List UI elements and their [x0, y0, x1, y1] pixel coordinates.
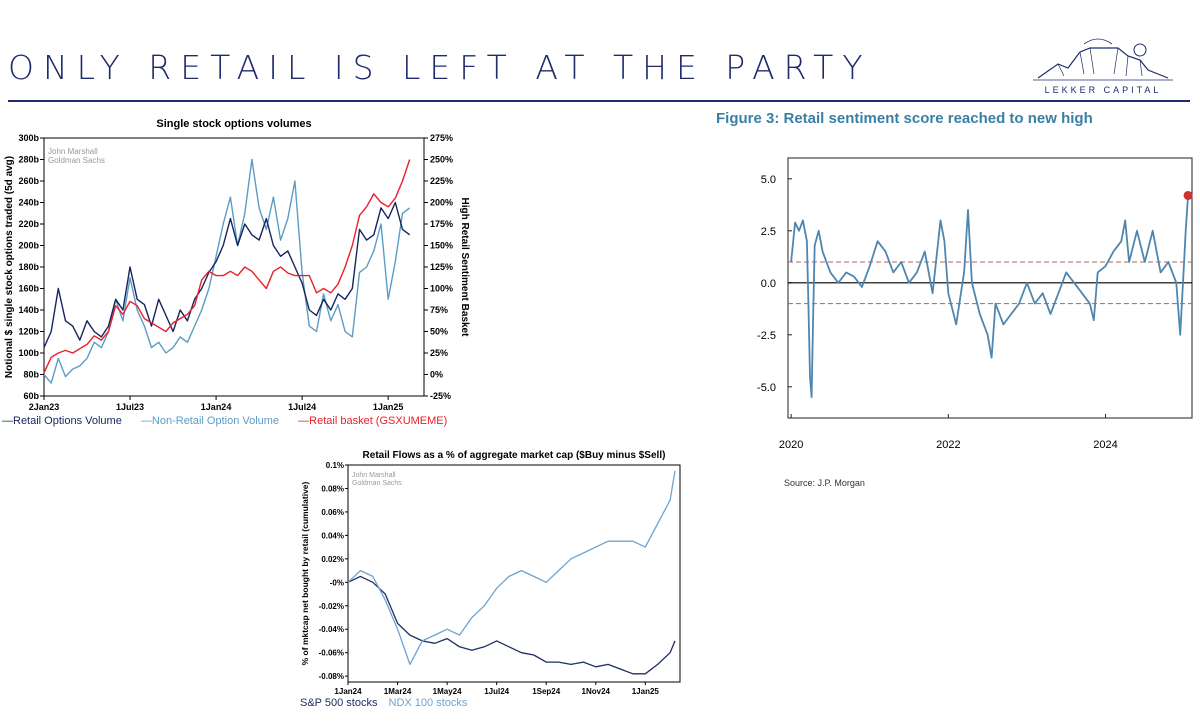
watermark-line: John Marshall [352, 472, 396, 479]
y2-tick-label: 50% [430, 327, 448, 337]
y-tick-label: 180b [18, 262, 39, 272]
x-tick-label: 2022 [936, 439, 960, 451]
x-tick-label: 1Jan24 [334, 687, 362, 696]
y-tick-label: -2.5 [757, 330, 776, 342]
sentiment-chart-title: Figure 3: Retail sentiment score reached… [716, 110, 1093, 127]
x-tick-label: 1Jul24 [288, 402, 316, 412]
x-tick-label: 1Jan25 [632, 687, 660, 696]
y2-tick-label: 125% [430, 262, 453, 272]
y-tick-label: 220b [18, 219, 39, 229]
y-tick-label: 0.08% [321, 484, 344, 493]
y-tick-label: 260b [18, 176, 39, 186]
x-tick-label: 1Jul24 [484, 687, 509, 696]
y2-tick-label: 250% [430, 155, 453, 165]
y-tick-label: 60b [23, 391, 39, 401]
chart-background [0, 110, 470, 430]
x-tick-label: 2Jan23 [29, 402, 60, 412]
y-tick-label: -0.06% [319, 649, 344, 658]
x-tick-label: 1Mar24 [384, 687, 412, 696]
legend-non-retail-options: —Non-Retail Option Volume [140, 415, 280, 427]
y2-tick-label: -25% [430, 391, 451, 401]
y2-tick-label: 100% [430, 284, 453, 294]
y-tick-label: 0.06% [321, 508, 344, 517]
y2-tick-label: 75% [430, 305, 448, 315]
retail-flows-plot: Retail Flows as a % of aggregate market … [290, 445, 690, 720]
x-tick-label: 2020 [779, 439, 803, 451]
chart-title: Retail Flows as a % of aggregate market … [363, 450, 666, 461]
retail-sentiment-chart: 5.0 2.5 0.0 -2.5 -5.0 2020 2022 2024 [730, 150, 1200, 470]
slide-title: ONLY RETAIL IS LEFT AT THE PARTY [8, 48, 872, 87]
sentiment-source: Source: J.P. Morgan [784, 478, 865, 488]
watermark-line: John Marshall [48, 147, 98, 156]
y2-tick-label: 25% [430, 348, 448, 358]
y-tick-label: -0.02% [319, 602, 344, 611]
legend-retail-basket: —Retail basket (GSXUMEME) [298, 415, 448, 427]
y-tick-label: 5.0 [761, 174, 776, 186]
retail-sentiment-plot: 5.0 2.5 0.0 -2.5 -5.0 2020 2022 2024 [730, 150, 1200, 470]
x-tick-label: 2024 [1093, 439, 1117, 451]
y-tick-label: 0.0 [761, 278, 776, 290]
x-tick-label: 1May24 [433, 687, 462, 696]
options-volume-plot: Single stock options volumes John Marshal… [0, 110, 470, 430]
y-tick-label: -5.0 [757, 382, 776, 394]
legend-ndx100: NDX 100 stocks [388, 697, 468, 709]
series-retail-options-volume [43, 201, 411, 348]
x-tick-label: 1Jan24 [201, 402, 232, 412]
lekker-capital-logo: LEKKER CAPITAL [1028, 30, 1178, 100]
x-tick-label: 1Nov24 [582, 687, 611, 696]
watermark-line: Goldman Sachs [352, 480, 402, 487]
y2-axis-label: High Retail Sentiment Basket [459, 198, 470, 338]
retail-flows-chart: Retail Flows as a % of aggregate market … [290, 445, 690, 720]
y-tick-label: -0.04% [319, 625, 344, 634]
y2-tick-label: 175% [430, 219, 453, 229]
series-non-retail-option-volume [43, 158, 411, 384]
y2-tick-label: 225% [430, 176, 453, 186]
logo-text: LEKKER CAPITAL [1044, 85, 1162, 95]
watermark-line: Goldman Sachs [48, 156, 105, 165]
y-tick-label: 0.04% [321, 531, 344, 540]
y-tick-label: 140b [18, 305, 39, 315]
y-tick-label: 100b [18, 348, 39, 358]
x-tick-label: 1Sep24 [532, 687, 561, 696]
series-sp500-stocks [347, 575, 676, 675]
options-volume-chart: Single stock options volumes John Marshal… [0, 110, 470, 430]
options-legend: —Retail Options Volume —Non-Retail Optio… [2, 415, 463, 427]
y-tick-label: 0.1% [326, 461, 344, 470]
mountain-logo-icon [1033, 38, 1173, 81]
y-tick-label: 0.02% [321, 555, 344, 564]
legend-sp500: S&P 500 stocks [300, 697, 378, 709]
x-tick-label: 1Jul23 [116, 402, 144, 412]
x-tick-label: 1Jan25 [373, 402, 404, 412]
legend-retail-options: —Retail Options Volume [2, 415, 122, 427]
y-tick-label: 2.5 [761, 226, 776, 238]
series-ndx100-stocks [347, 470, 676, 666]
y-tick-label: 80b [23, 370, 39, 380]
y2-tick-label: 0% [430, 370, 443, 380]
plot-frame [347, 464, 681, 683]
y-tick-label: 280b [18, 155, 39, 165]
y-tick-label: 200b [18, 241, 39, 251]
y2-tick-label: 275% [430, 133, 453, 143]
y2-tick-label: 150% [430, 241, 453, 251]
chart-title: Single stock options volumes [156, 118, 311, 130]
chart-background [730, 150, 1200, 470]
y-tick-label: 300b [18, 133, 39, 143]
plot-frame [787, 157, 1193, 419]
y-tick-label: 240b [18, 198, 39, 208]
y-tick-label: -0.08% [319, 672, 344, 681]
y-tick-label: 120b [18, 327, 39, 337]
y-tick-label: 160b [18, 284, 39, 294]
y-axis-label: Notional $ single stock options traded (… [4, 156, 15, 378]
latest-value-point [1183, 190, 1193, 200]
y2-tick-label: 200% [430, 198, 453, 208]
title-divider [8, 100, 1190, 102]
y-axis-label: % of mktcap net bought by retail (cumula… [300, 481, 310, 665]
series-retail-sentiment [790, 195, 1189, 399]
flows-legend: S&P 500 stocks NDX 100 stocks [300, 697, 475, 709]
y-tick-label: -0% [330, 578, 344, 587]
series-retail-basket [43, 159, 411, 374]
chart-background [290, 445, 690, 720]
